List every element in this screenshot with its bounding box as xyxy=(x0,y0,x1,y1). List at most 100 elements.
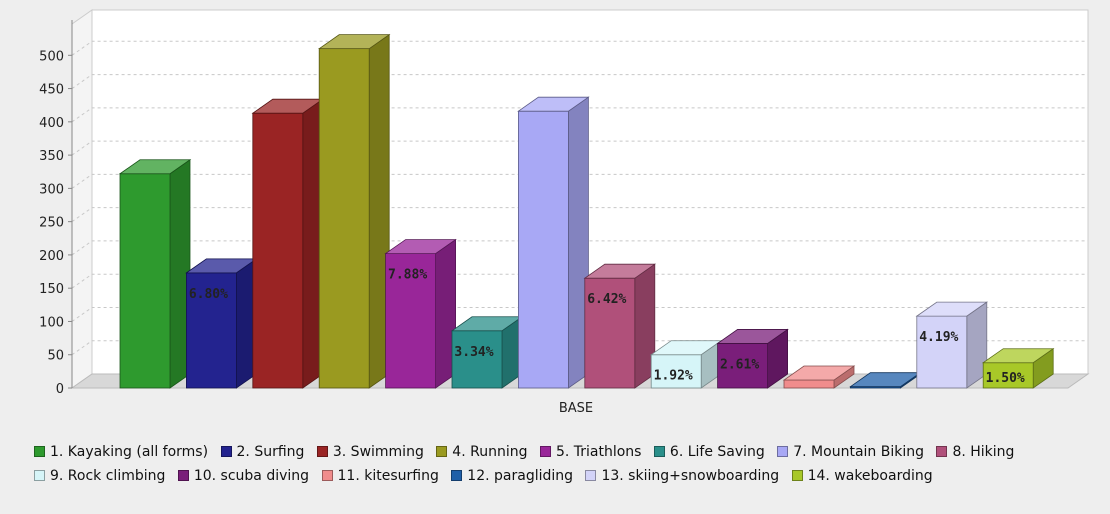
legend-item: 1. Kayaking (all forms) xyxy=(34,440,208,464)
y-axis: 0 50 100 150 200 250 300 350 400 450 500 xyxy=(39,20,73,397)
y-tick-label: 350 xyxy=(39,149,64,164)
bar xyxy=(649,339,723,389)
bar-front xyxy=(916,315,968,389)
bar-front xyxy=(119,173,171,389)
legend-label: 1. Kayaking (all forms) xyxy=(50,444,209,460)
legend-swatch xyxy=(539,446,551,457)
legend-item: 14. wakeboarding xyxy=(791,464,933,488)
y-tick-label: 150 xyxy=(39,282,64,297)
bar-front xyxy=(252,112,304,389)
y-tick-label: 500 xyxy=(39,49,64,64)
bar-front xyxy=(650,354,702,389)
bar-top xyxy=(317,34,391,50)
data-labels: 6.80% 7.88% 3.34% 6.42% 1.92% 2.61% 4.19% 1.50% xyxy=(189,268,1025,386)
data-label: 7.88% xyxy=(388,268,427,283)
gridline xyxy=(71,273,1088,289)
bar-front xyxy=(584,277,636,389)
bar-top xyxy=(981,348,1055,364)
bar-front xyxy=(717,343,768,389)
gridline xyxy=(71,107,1088,123)
legend: 1. Kayaking (all forms) 2. Surfing 3. Sw… xyxy=(34,440,1096,488)
gridline xyxy=(71,40,1088,56)
bar xyxy=(251,98,325,389)
bar xyxy=(317,33,391,389)
legend-item: 5. Triathlons xyxy=(539,440,642,464)
legend-label: 7. Mountain Biking xyxy=(793,444,924,460)
legend-label: 8. Hiking xyxy=(952,444,1015,460)
bar-top xyxy=(118,159,192,175)
bar-top xyxy=(915,301,989,317)
legend-item: 2. Surfing xyxy=(220,440,305,464)
bar-top xyxy=(716,329,789,344)
legend-swatch xyxy=(220,446,232,457)
legend-swatch xyxy=(777,446,789,457)
bar-top xyxy=(583,263,657,279)
legend-swatch xyxy=(451,470,463,481)
legend-swatch xyxy=(316,446,328,457)
gridline xyxy=(71,140,1088,156)
legend-label: 4. Running xyxy=(452,444,528,460)
bar-front xyxy=(185,272,237,389)
legend-label: 3. Swimming xyxy=(332,444,424,460)
y-tick-label: 250 xyxy=(39,216,64,231)
y-tick-label: 0 xyxy=(56,382,64,397)
bar xyxy=(981,347,1055,389)
legend-label: 13. skiing+snowboarding xyxy=(601,468,780,484)
data-label: 3.34% xyxy=(454,345,493,360)
legend-item: 3. Swimming xyxy=(316,440,424,464)
bar xyxy=(915,301,989,389)
bar xyxy=(782,365,856,389)
legend-label: 12. paragliding xyxy=(467,468,574,484)
legend-item: 13. skiing+snowboarding xyxy=(585,464,779,488)
legend-item: 6. Life Saving xyxy=(653,440,765,464)
data-label: 6.80% xyxy=(189,287,228,302)
bar xyxy=(185,258,258,389)
plot-side-wall xyxy=(71,9,93,389)
bars xyxy=(118,33,1055,389)
y-tick-label: 450 xyxy=(39,83,64,98)
gridline xyxy=(71,173,1088,189)
legend-label: 6. Life Saving xyxy=(669,444,765,460)
legend-item: 9. Rock climbing xyxy=(34,464,165,488)
bar xyxy=(716,328,789,389)
y-tick-label: 400 xyxy=(39,116,64,131)
legend-item: 7. Mountain Biking xyxy=(777,440,924,464)
gridline xyxy=(71,207,1088,223)
legend-swatch xyxy=(177,470,189,481)
bar-top xyxy=(782,365,856,381)
legend-item: 11. kitesurfing xyxy=(321,464,439,488)
bar-front xyxy=(982,362,1034,389)
data-label: 4.19% xyxy=(919,330,958,345)
legend-label: 2. Surfing xyxy=(236,444,305,460)
legend-label: 10. scuba diving xyxy=(193,468,310,484)
bar-front xyxy=(451,330,503,389)
legend-label: 5. Triathlons xyxy=(555,444,642,460)
legend-swatch xyxy=(585,470,597,481)
data-label: 2.61% xyxy=(720,357,759,372)
bar-front xyxy=(318,48,370,389)
gridline xyxy=(71,74,1088,89)
gridlines xyxy=(71,40,1088,356)
legend-label: 14. wakeboarding xyxy=(807,468,933,484)
y-tick-label: 100 xyxy=(39,315,64,330)
y-tick-label: 50 xyxy=(47,349,64,364)
bar xyxy=(583,263,657,389)
y-tick-label: 300 xyxy=(39,182,64,197)
bar-front xyxy=(783,379,835,389)
data-label: 1.92% xyxy=(654,369,693,384)
legend-swatch xyxy=(653,446,665,457)
gridline xyxy=(71,340,1088,356)
x-category-label: BASE xyxy=(559,401,593,416)
legend-item: 4. Running xyxy=(436,440,527,464)
bar-front xyxy=(385,253,437,389)
legend-swatch xyxy=(791,470,803,481)
gridline xyxy=(71,306,1088,322)
bar xyxy=(384,238,457,389)
legend-item: 8. Hiking xyxy=(936,440,1014,464)
legend-label: 9. Rock climbing xyxy=(50,468,166,484)
bar xyxy=(118,158,192,389)
y-tick-label: 200 xyxy=(39,249,64,264)
legend-swatch xyxy=(436,446,448,457)
legend-item: 12. paragliding xyxy=(451,464,573,488)
